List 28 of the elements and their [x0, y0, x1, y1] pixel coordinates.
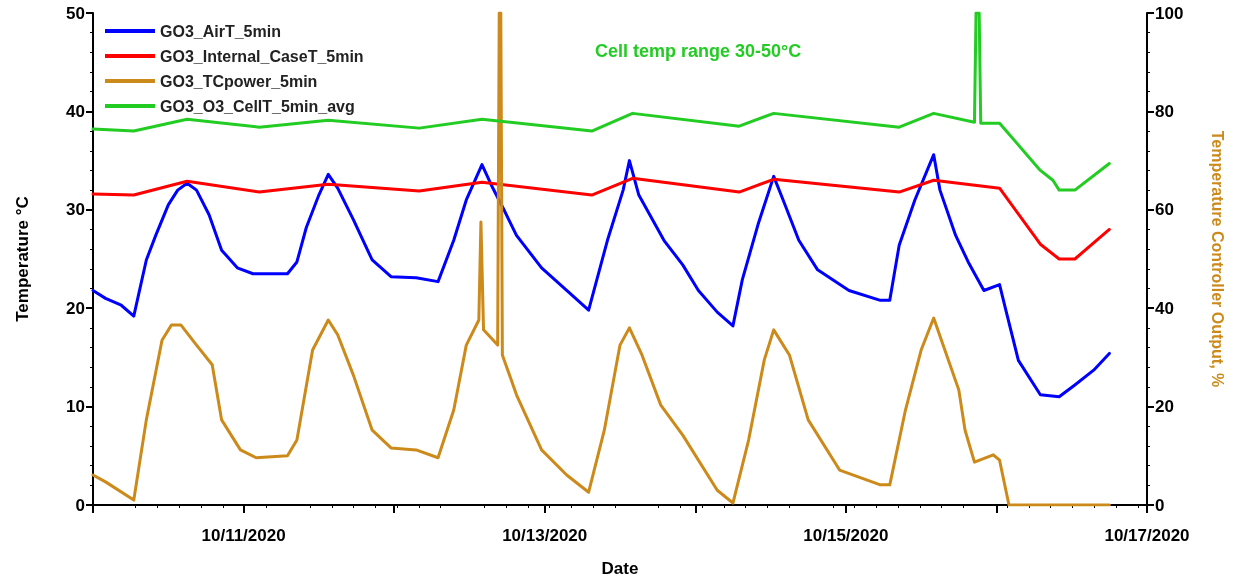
y-tick-label: 20 [66, 298, 85, 318]
x-tick-label: 10/15/2020 [803, 526, 889, 545]
x-tick-label: 10/13/2020 [502, 526, 588, 545]
line-series [91, 153, 1111, 399]
legend-label: GO3_O3_CellT_5min_avg [160, 97, 355, 115]
y2-tick-label: 40 [1155, 298, 1174, 318]
y-tick-label: 50 [66, 3, 85, 23]
y-axis-title: Temperature °C [13, 196, 32, 322]
line-series [91, 176, 1111, 261]
y2-axis-title: Temperature Controller Output, % [1208, 130, 1226, 388]
legend-label: GO3_TCpower_5min [160, 72, 318, 90]
y-tick-label: 0 [75, 495, 85, 515]
y2-tick-label: 80 [1155, 101, 1174, 121]
y2-tick-label: 100 [1155, 3, 1184, 23]
x-tick-label: 10/11/2020 [201, 526, 286, 545]
x-axis-title: Date [601, 559, 639, 578]
legend-label: GO3_AirT_5min [160, 22, 281, 40]
y-tick-label: 30 [66, 200, 85, 220]
y-tick-label: 40 [66, 101, 85, 121]
x-tick-label: 10/17/2020 [1104, 526, 1190, 545]
line-series [91, 11, 1111, 192]
y2-tick-label: 60 [1155, 200, 1174, 220]
y2-tick-label: 0 [1155, 495, 1165, 515]
legend-label: GO3_Internal_CaseT_5min [160, 47, 364, 65]
line-series [91, 11, 1111, 507]
annotation: Cell temp range 30-50°C [595, 41, 802, 61]
y2-tick-label: 20 [1155, 397, 1174, 417]
y-tick-label: 10 [66, 397, 85, 417]
